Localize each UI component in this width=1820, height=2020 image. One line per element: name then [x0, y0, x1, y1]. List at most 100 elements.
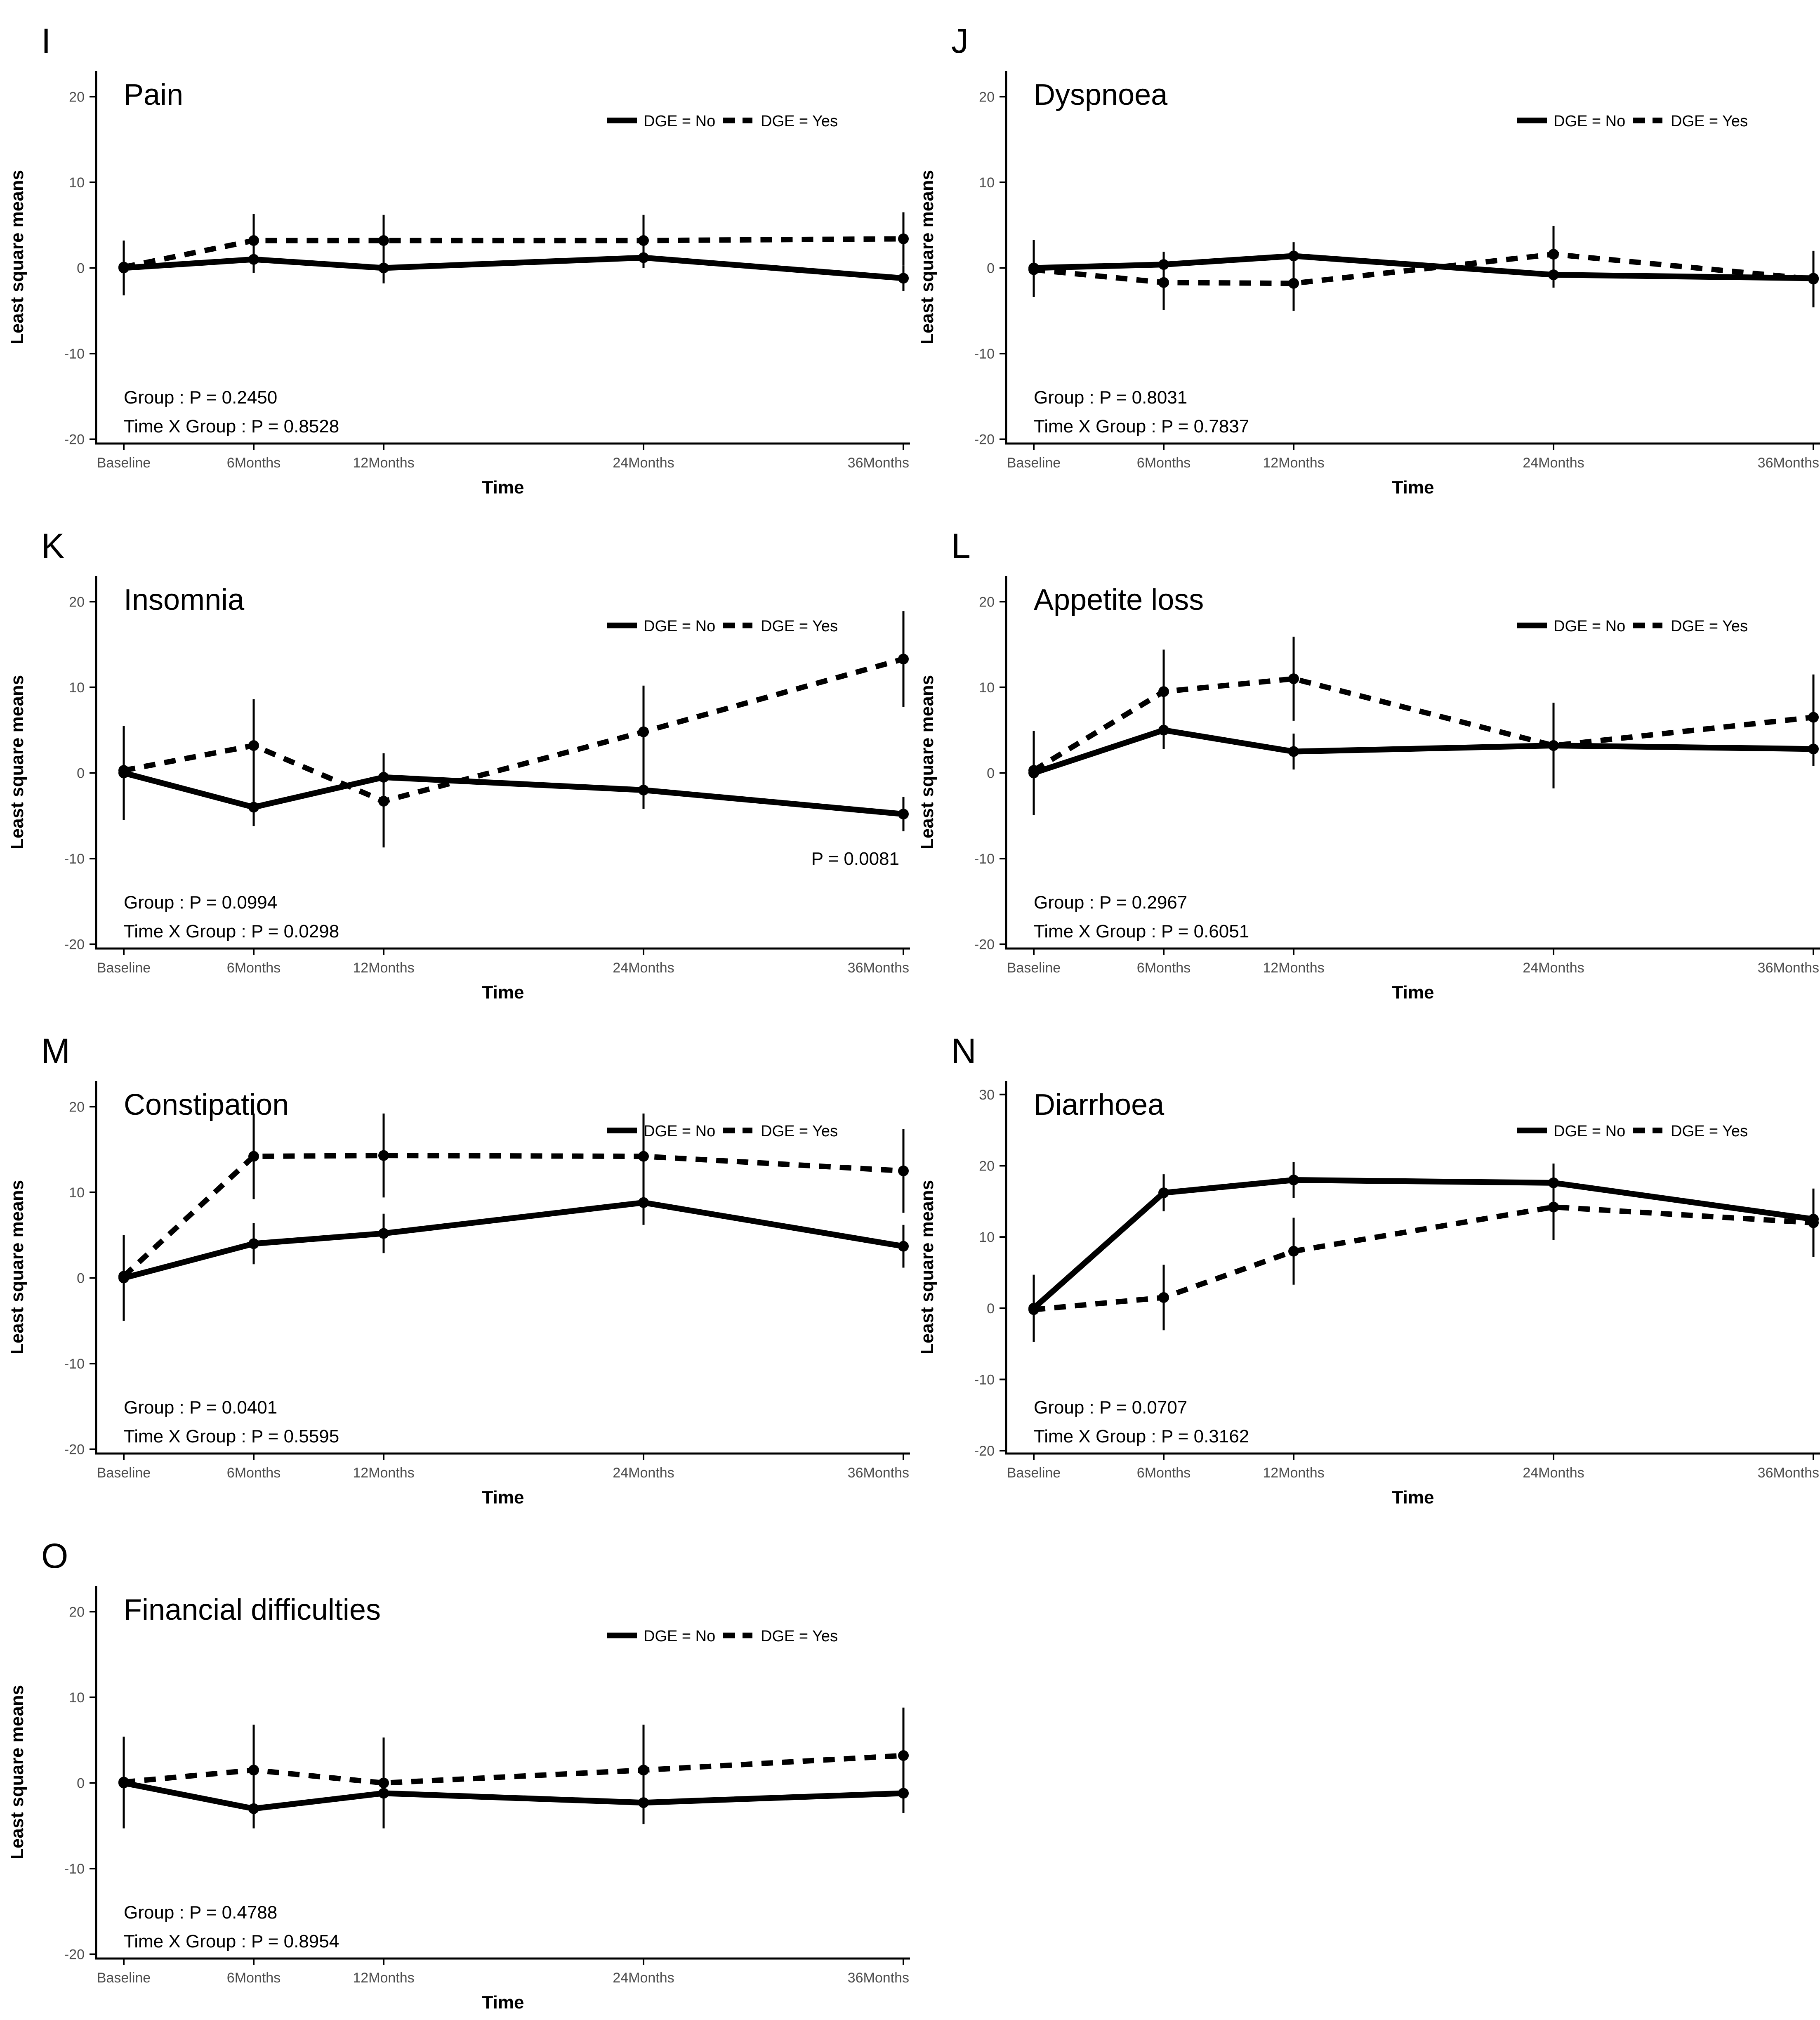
panel-title: Pain — [124, 78, 183, 111]
x-axis-title: Time — [482, 1487, 524, 1508]
x-tick-label: Baseline — [1007, 455, 1061, 471]
legend-label-no: DGE = No — [1554, 113, 1625, 130]
group-pvalue: Group : P = 0.4788 — [124, 1902, 277, 1923]
panel-letter: O — [41, 1536, 68, 1575]
x-tick-label: 36Months — [1758, 1465, 1819, 1481]
y-axis-title: Least square means — [7, 1180, 27, 1355]
data-point — [638, 1197, 649, 1208]
data-point — [898, 1788, 909, 1799]
x-tick-label: 36Months — [848, 960, 909, 976]
x-tick-label: 36Months — [848, 1970, 909, 1986]
y-tick-label: -20 — [64, 1947, 85, 1963]
group-pvalue: Group : P = 0.0707 — [1034, 1397, 1187, 1418]
y-tick-label: -20 — [974, 937, 995, 953]
x-tick-label: 6Months — [227, 455, 281, 471]
data-point — [638, 726, 649, 737]
panel-constipation: M 20 10 0 -10 -20 Baseline 6Months 12Months 24Mon… — [0, 1010, 910, 1515]
series-line-yes — [1033, 1204, 1814, 1312]
y-tick-label: -20 — [974, 1443, 995, 1459]
data-point — [248, 1151, 259, 1162]
data-point — [1548, 740, 1559, 751]
data-point — [1808, 712, 1819, 723]
y-tick-label: 20 — [69, 89, 85, 105]
data-point — [1028, 264, 1039, 275]
y-axis-title: Least square means — [917, 170, 937, 345]
panel-letter: K — [41, 526, 64, 565]
x-axis-title: Time — [482, 1992, 524, 2013]
y-axis-title: Least square means — [7, 1685, 27, 1860]
data-point — [898, 1241, 909, 1252]
data-point — [378, 235, 389, 246]
chart-insomnia: K 20 10 0 -10 -20 Baseline 6Months 12Months 24Mon… — [7, 526, 910, 1003]
y-tick-label: 10 — [69, 680, 85, 696]
x-tick-label: 24Months — [613, 960, 674, 976]
series-line-yes — [123, 656, 904, 804]
y-tick-label: 10 — [69, 1690, 85, 1706]
group-pvalue: Group : P = 0.8031 — [1034, 387, 1187, 408]
y-tick-label: 0 — [77, 260, 85, 276]
y-axis-title: Least square means — [7, 675, 27, 850]
y-tick-label: 20 — [979, 594, 995, 610]
data-point — [1158, 259, 1169, 270]
legend-label-yes: DGE = Yes — [1671, 618, 1748, 635]
x-tick-label: 24Months — [613, 1970, 674, 1986]
group-pvalue: Group : P = 0.2450 — [124, 387, 277, 408]
y-tick-label: -20 — [64, 937, 85, 953]
legend-label-no: DGE = No — [644, 1628, 715, 1645]
legend-label-no: DGE = No — [644, 113, 715, 130]
y-tick-label: -20 — [64, 432, 85, 448]
interaction-pvalue: Time X Group : P = 0.5595 — [124, 1426, 339, 1447]
y-tick-label: 20 — [69, 1099, 85, 1115]
data-point — [898, 1165, 909, 1176]
panel-title: Dyspnoea — [1034, 78, 1168, 111]
x-tick-label: 12Months — [353, 1970, 414, 1986]
x-axis-title: Time — [1392, 982, 1434, 1003]
y-tick-label: 30 — [979, 1087, 995, 1103]
data-point — [378, 1150, 389, 1161]
data-point — [1548, 269, 1559, 281]
x-tick-label: 36Months — [848, 455, 909, 471]
data-point — [638, 252, 649, 263]
x-tick-label: Baseline — [1007, 1465, 1061, 1481]
series-line-no — [123, 1199, 904, 1281]
panel-letter: M — [41, 1031, 70, 1070]
panel-title: Appetite loss — [1034, 583, 1204, 616]
x-axis-title: Time — [482, 982, 524, 1003]
x-tick-label: 36Months — [1758, 960, 1819, 976]
data-point — [1158, 724, 1169, 736]
x-tick-label: 12Months — [353, 455, 414, 471]
y-tick-label: -10 — [64, 851, 85, 867]
y-tick-label: 0 — [987, 765, 995, 781]
y-tick-label: 0 — [987, 1301, 995, 1317]
y-tick-label: -20 — [64, 1442, 85, 1458]
series-line-no — [123, 1780, 904, 1812]
x-tick-label: Baseline — [97, 960, 151, 976]
panel-diarrhoea: N 30 20 10 0 -10 -20 Baseline 6Months 12Months 24M… — [910, 1010, 1820, 1515]
interaction-pvalue: Time X Group : P = 0.8528 — [124, 416, 339, 437]
panel-title: Insomnia — [124, 583, 245, 616]
y-tick-label: 10 — [69, 1185, 85, 1201]
x-tick-label: 24Months — [613, 1465, 674, 1481]
y-tick-label: -10 — [64, 1356, 85, 1372]
x-tick-label: 6Months — [227, 1465, 281, 1481]
legend-label-yes: DGE = Yes — [761, 113, 838, 130]
legend-label-yes: DGE = Yes — [1671, 1123, 1748, 1140]
x-tick-label: Baseline — [1007, 960, 1061, 976]
series-line-yes — [1033, 251, 1814, 286]
series-line-no — [1032, 1177, 1814, 1311]
panel-financial-difficulties: O 20 10 0 -10 -20 Baseline 6Months 12Months 24Mon… — [0, 1515, 910, 2020]
legend-label-yes: DGE = Yes — [761, 1628, 838, 1645]
data-point — [378, 795, 389, 807]
panel-letter: N — [951, 1031, 976, 1070]
data-point — [1288, 1174, 1299, 1185]
panel-appetite-loss: L 20 10 0 -10 -20 Baseline 6Months 12Months 24Mon… — [910, 505, 1820, 1010]
data-point — [1288, 250, 1299, 262]
data-point — [1288, 1246, 1299, 1257]
series-line-yes — [1032, 676, 1814, 773]
y-tick-label: 20 — [69, 594, 85, 610]
interaction-pvalue: Time X Group : P = 0.0298 — [124, 921, 339, 942]
data-point — [898, 809, 909, 820]
data-point — [118, 1777, 129, 1788]
